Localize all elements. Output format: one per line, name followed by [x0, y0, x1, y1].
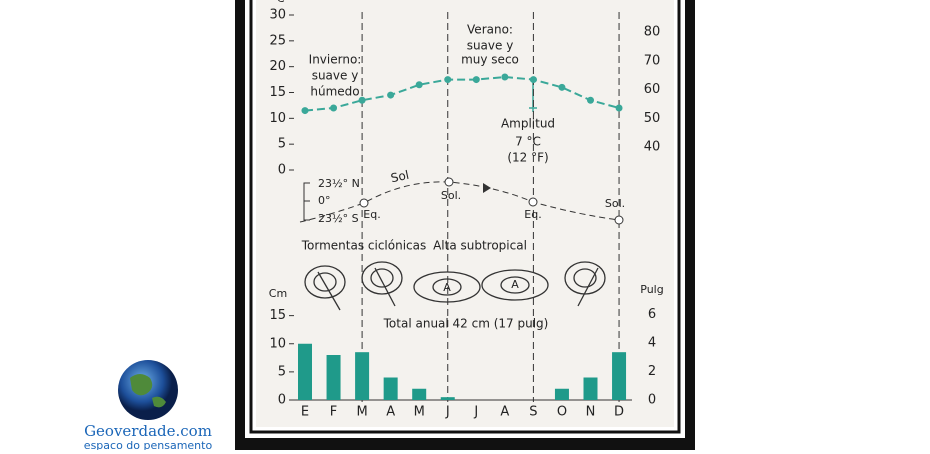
y2-tick-label: 70 — [644, 53, 661, 68]
annotation: Total anual 42 cm (17 pulg) — [383, 317, 549, 331]
temperature-point — [387, 91, 395, 99]
y-tick-label: 15 — [269, 85, 286, 100]
temperature-point — [558, 83, 566, 91]
temperature-point — [501, 73, 509, 81]
annotation: Sol. — [441, 189, 461, 202]
annotation: 7 °C — [515, 135, 541, 149]
bar — [298, 343, 312, 400]
bar — [440, 397, 455, 400]
logo-tagline: espaco do pensamento — [84, 439, 213, 450]
bar — [326, 355, 341, 400]
bar — [554, 388, 569, 400]
globe-land — [130, 374, 166, 408]
annotation: muy seco — [461, 53, 519, 67]
annotation: húmedo — [310, 85, 359, 99]
annotation: Eq. — [363, 208, 380, 221]
x-tick-label: A — [500, 405, 509, 420]
temperature-point — [301, 107, 309, 115]
annotation: Sol. — [605, 197, 625, 210]
x-tick-label: M — [356, 405, 367, 420]
sun-point — [444, 177, 454, 187]
y2-tick-label: 6 — [648, 307, 656, 322]
lat-bracket — [303, 182, 310, 221]
x-tick-label: D — [614, 405, 624, 420]
y2-tick-label: 60 — [644, 82, 661, 97]
sun-point — [528, 197, 538, 207]
y-tick-label: 25 — [269, 33, 286, 48]
sun-point — [614, 215, 624, 225]
x-tick-label: A — [386, 405, 395, 420]
temperature-line — [304, 75, 620, 112]
temperature-point — [529, 76, 537, 84]
y2-axis-label: °F — [646, 0, 658, 1]
bar — [583, 377, 598, 400]
y-axis-label: Cm — [269, 287, 287, 300]
storm-icons — [304, 261, 606, 311]
y-tick-label: 10 — [269, 336, 286, 351]
y-tick-label: 5 — [278, 364, 286, 379]
x-tick-label: F — [330, 405, 337, 420]
y-tick-label: 0 — [278, 163, 286, 178]
y-tick-label: 15 — [269, 308, 286, 323]
annotation: A — [443, 281, 451, 294]
annotation: Sol — [389, 168, 410, 185]
annotation: 23½° S — [318, 212, 359, 225]
temperature-point — [358, 96, 366, 104]
y-tick-label: 5 — [278, 137, 286, 152]
x-tick-label: M — [414, 405, 425, 420]
temperature-point — [472, 76, 480, 84]
bar — [412, 388, 427, 400]
annotation: Amplitud — [501, 117, 555, 131]
y-tick-label: 0 — [278, 393, 286, 408]
annotation: suave y — [312, 69, 359, 83]
sun-point — [359, 198, 369, 208]
x-tick-label: S — [529, 405, 537, 420]
scan — [256, 0, 674, 427]
y-tick-label: 10 — [269, 111, 286, 126]
annotation: Eq. — [524, 208, 541, 221]
y2-tick-label: 80 — [644, 25, 661, 40]
bar — [383, 377, 398, 400]
temperature-point — [444, 76, 452, 84]
annotation: 0° — [318, 194, 331, 207]
temperature-point — [615, 104, 623, 112]
annotation: 23½° N — [318, 177, 360, 190]
y2-tick-label: 2 — [648, 364, 656, 379]
y2-tick-label: 4 — [648, 335, 656, 350]
y2-tick-label: 40 — [644, 140, 661, 155]
annotation: Invierno: — [309, 53, 362, 67]
annotation: Alta subtropical — [433, 239, 527, 253]
annotation: A — [511, 278, 519, 291]
temperature-point — [415, 81, 423, 89]
logo-name: Geoverdade.com — [84, 422, 212, 440]
x-tick-label: N — [586, 405, 596, 420]
x-tick-label: E — [301, 405, 309, 420]
y-tick-label: 20 — [269, 59, 286, 74]
bar — [355, 352, 370, 400]
bar — [612, 352, 627, 400]
temperature-point — [330, 104, 338, 112]
annotation: (12 °F) — [507, 151, 548, 165]
x-tick-label: J — [473, 405, 478, 420]
annotation: suave y — [467, 39, 514, 53]
temperature-point — [587, 96, 594, 104]
annotation: Tormentas ciclónicas — [301, 239, 427, 253]
sun-arrow — [483, 183, 491, 193]
y2-tick-label: 0 — [648, 393, 656, 408]
x-tick-label: O — [557, 405, 567, 420]
x-tick-label: J — [445, 405, 450, 420]
y-axis-label: °C — [271, 0, 285, 5]
y2-axis-label: Pulg — [640, 283, 663, 296]
annotation: Verano: — [467, 23, 513, 37]
y2-tick-label: 50 — [644, 111, 661, 126]
frame-line — [249, 0, 681, 434]
y-tick-label: 30 — [269, 8, 286, 23]
